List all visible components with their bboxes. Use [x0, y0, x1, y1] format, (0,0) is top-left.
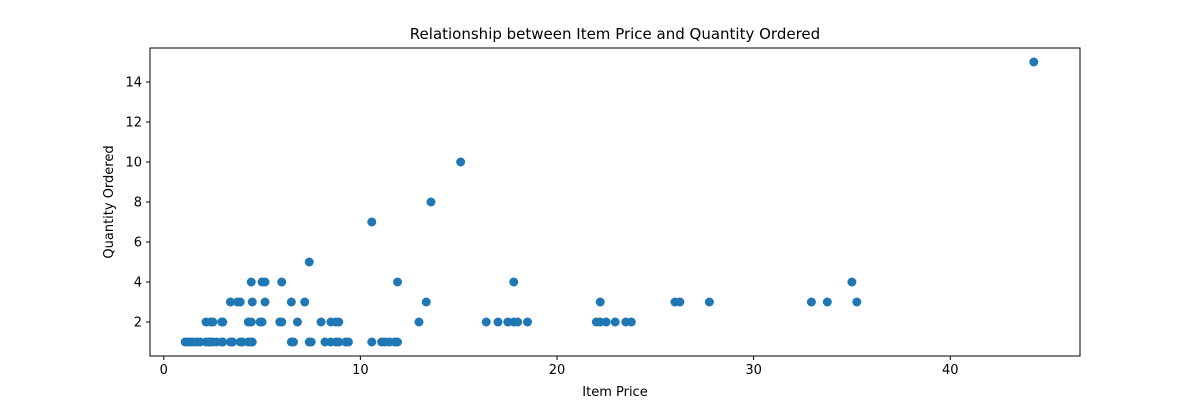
data-point [675, 297, 685, 307]
data-point [247, 337, 257, 347]
x-tick-label: 0 [160, 363, 168, 378]
data-point [334, 337, 344, 347]
data-point [260, 277, 270, 287]
data-point [393, 277, 403, 287]
data-point [247, 297, 257, 307]
data-point [426, 197, 436, 207]
data-point [806, 297, 816, 307]
y-tick-label: 14 [125, 76, 142, 91]
data-point [367, 217, 377, 227]
data-point [852, 297, 862, 307]
data-point [626, 317, 636, 327]
x-axis-label: Item Price [582, 385, 647, 400]
data-point [822, 297, 832, 307]
data-point [481, 317, 491, 327]
data-point [456, 157, 466, 167]
y-tick-label: 4 [134, 276, 142, 291]
data-point [393, 337, 403, 347]
data-point [260, 297, 270, 307]
data-point [292, 317, 302, 327]
plot-frame [149, 47, 1081, 357]
data-point [306, 337, 316, 347]
data-point [334, 317, 344, 327]
data-point [343, 337, 353, 347]
data-point [300, 297, 310, 307]
x-tick-label: 20 [549, 363, 566, 378]
data-point [523, 317, 533, 327]
data-point [235, 297, 245, 307]
data-point [316, 317, 326, 327]
x-tick-label: 10 [352, 363, 369, 378]
data-point [286, 297, 296, 307]
data-point [246, 317, 256, 327]
data-point [289, 337, 299, 347]
data-point [304, 257, 314, 267]
data-point [421, 297, 431, 307]
data-point [367, 337, 377, 347]
data-point [277, 277, 287, 287]
y-tick-label: 12 [125, 116, 142, 131]
y-axis-label: Quantity Ordered [102, 145, 117, 258]
y-axis: 2 4 6 8 10 12 14 [125, 76, 150, 331]
points-layer [180, 57, 1039, 347]
x-axis: 0 10 20 30 40 [160, 356, 959, 378]
data-point [513, 317, 523, 327]
data-point [595, 297, 605, 307]
data-point [610, 317, 620, 327]
x-tick-label: 40 [942, 363, 959, 378]
data-point [493, 317, 503, 327]
data-point [704, 297, 714, 307]
data-point [208, 317, 218, 327]
data-point [257, 317, 267, 327]
data-point [509, 277, 519, 287]
y-tick-label: 10 [125, 156, 142, 171]
data-point [847, 277, 857, 287]
x-tick-label: 30 [745, 363, 762, 378]
y-tick-label: 2 [134, 316, 142, 331]
data-point [1029, 57, 1039, 67]
chart-title: Relationship between Item Price and Quan… [410, 25, 820, 43]
y-tick-label: 8 [134, 196, 142, 211]
data-point [601, 317, 611, 327]
data-point [218, 317, 228, 327]
data-point [246, 277, 256, 287]
data-point [277, 317, 287, 327]
data-point [218, 337, 228, 347]
data-point [225, 297, 235, 307]
y-tick-label: 6 [134, 236, 142, 251]
data-point [414, 317, 424, 327]
data-point [228, 337, 238, 347]
